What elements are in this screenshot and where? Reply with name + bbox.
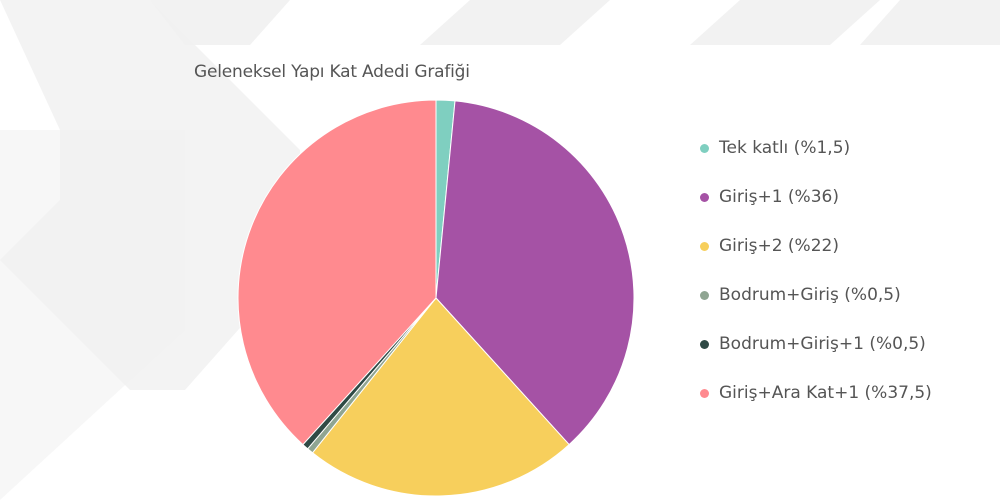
legend-item-0: Tek katlı (%1,5) (700, 133, 1000, 182)
legend-label-2: Giriş+2 (%22) (719, 236, 839, 256)
chart-title: Geleneksel Yapı Kat Adedi Grafiği (194, 62, 470, 82)
pie-slice-1 (435, 100, 635, 446)
legend-swatch-1 (700, 193, 709, 202)
legend-swatch-4 (700, 340, 709, 349)
legend-item-3: Bodrum+Giriş (%0,5) (700, 280, 1000, 329)
legend-label-4: Bodrum+Giriş+1 (%0,5) (719, 334, 926, 354)
legend-swatch-0 (700, 144, 709, 153)
legend-swatch-2 (700, 242, 709, 251)
legend-swatch-3 (700, 291, 709, 300)
pie-slice-5 (237, 99, 437, 446)
legend-item-1: Giriş+1 (%36) (700, 182, 1000, 231)
legend-label-1: Giriş+1 (%36) (719, 187, 839, 207)
legend-label-3: Bodrum+Giriş (%0,5) (719, 285, 901, 305)
legend-item-5: Giriş+Ara Kat+1 (%37,5) (700, 378, 1000, 427)
legend-label-5: Giriş+Ara Kat+1 (%37,5) (719, 383, 932, 403)
pie-slice-2 (311, 297, 570, 497)
legend-item-2: Giriş+2 (%22) (700, 231, 1000, 280)
chart-legend: Tek katlı (%1,5) Giriş+1 (%36) Giriş+2 (%2… (700, 133, 1000, 427)
legend-label-0: Tek katlı (%1,5) (719, 138, 851, 158)
legend-swatch-5 (700, 389, 709, 398)
legend-item-4: Bodrum+Giriş+1 (%0,5) (700, 329, 1000, 378)
